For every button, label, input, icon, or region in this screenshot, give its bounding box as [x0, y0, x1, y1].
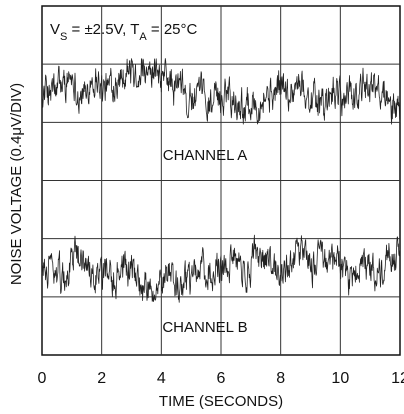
- x-tick-label: 8: [276, 370, 285, 387]
- x-tick-label: 12: [391, 370, 404, 387]
- grid: [41, 5, 401, 356]
- labels: VS = ±2.5V, TA = 25°C CHANNEL A CHANNEL …: [8, 21, 283, 410]
- channel-b-label: CHANNEL B: [162, 319, 247, 336]
- x-tick-labels: 0 2 4 6 8 10 12: [38, 370, 404, 387]
- channel-b-trace: [41, 234, 401, 303]
- conditions-annotation: VS = ±2.5V, TA = 25°C: [50, 21, 198, 43]
- x-axis-label: TIME (SECONDS): [159, 393, 283, 410]
- x-tick-label: 10: [331, 370, 349, 387]
- channel-a-label: CHANNEL A: [163, 147, 247, 164]
- y-axis-label: NOISE VOLTAGE (0.4μV/DIV): [8, 83, 25, 285]
- x-tick-label: 6: [217, 370, 226, 387]
- x-tick-label: 0: [38, 370, 47, 387]
- x-tick-label: 4: [157, 370, 166, 387]
- channel-a-trace: [41, 58, 401, 125]
- traces: [41, 58, 401, 303]
- x-tick-label: 2: [97, 370, 106, 387]
